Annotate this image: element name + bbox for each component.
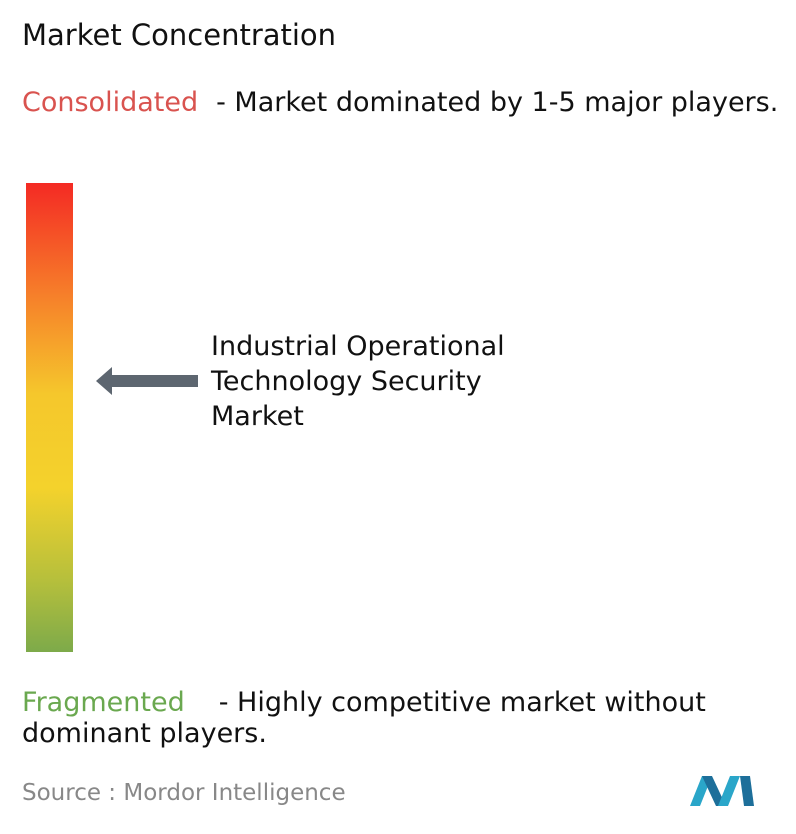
source-name: Mordor Intelligence [123,780,346,806]
arrow-shape [96,367,198,395]
market-line: Industrial Operational [211,331,505,362]
title: Market Concentration [22,18,337,52]
market-line: Technology Security [211,366,482,397]
fragmented-text: Fragmented - Highly competitive market wi… [22,687,792,749]
consolidated-description: - Market dominated by 1-5 major players. [216,87,779,118]
consolidated-text: Consolidated - Market dominated by 1-5 ma… [22,87,792,118]
fragmented-label: Fragmented [22,687,185,718]
logo [690,776,754,806]
logo-part [718,776,740,806]
logo-part [702,776,726,806]
market-label: Industrial Operational Technology Securi… [211,329,505,434]
concentration-scale [26,183,73,652]
source-label: Source : [22,780,117,806]
source: Source : Mordor Intelligence [22,780,346,806]
consolidated-label: Consolidated [22,87,199,118]
logo-part [740,776,754,806]
fragmented-description: - Highly competitive market without domi… [22,687,706,749]
pointer-arrow [96,367,198,395]
market-line: Market [211,401,304,432]
